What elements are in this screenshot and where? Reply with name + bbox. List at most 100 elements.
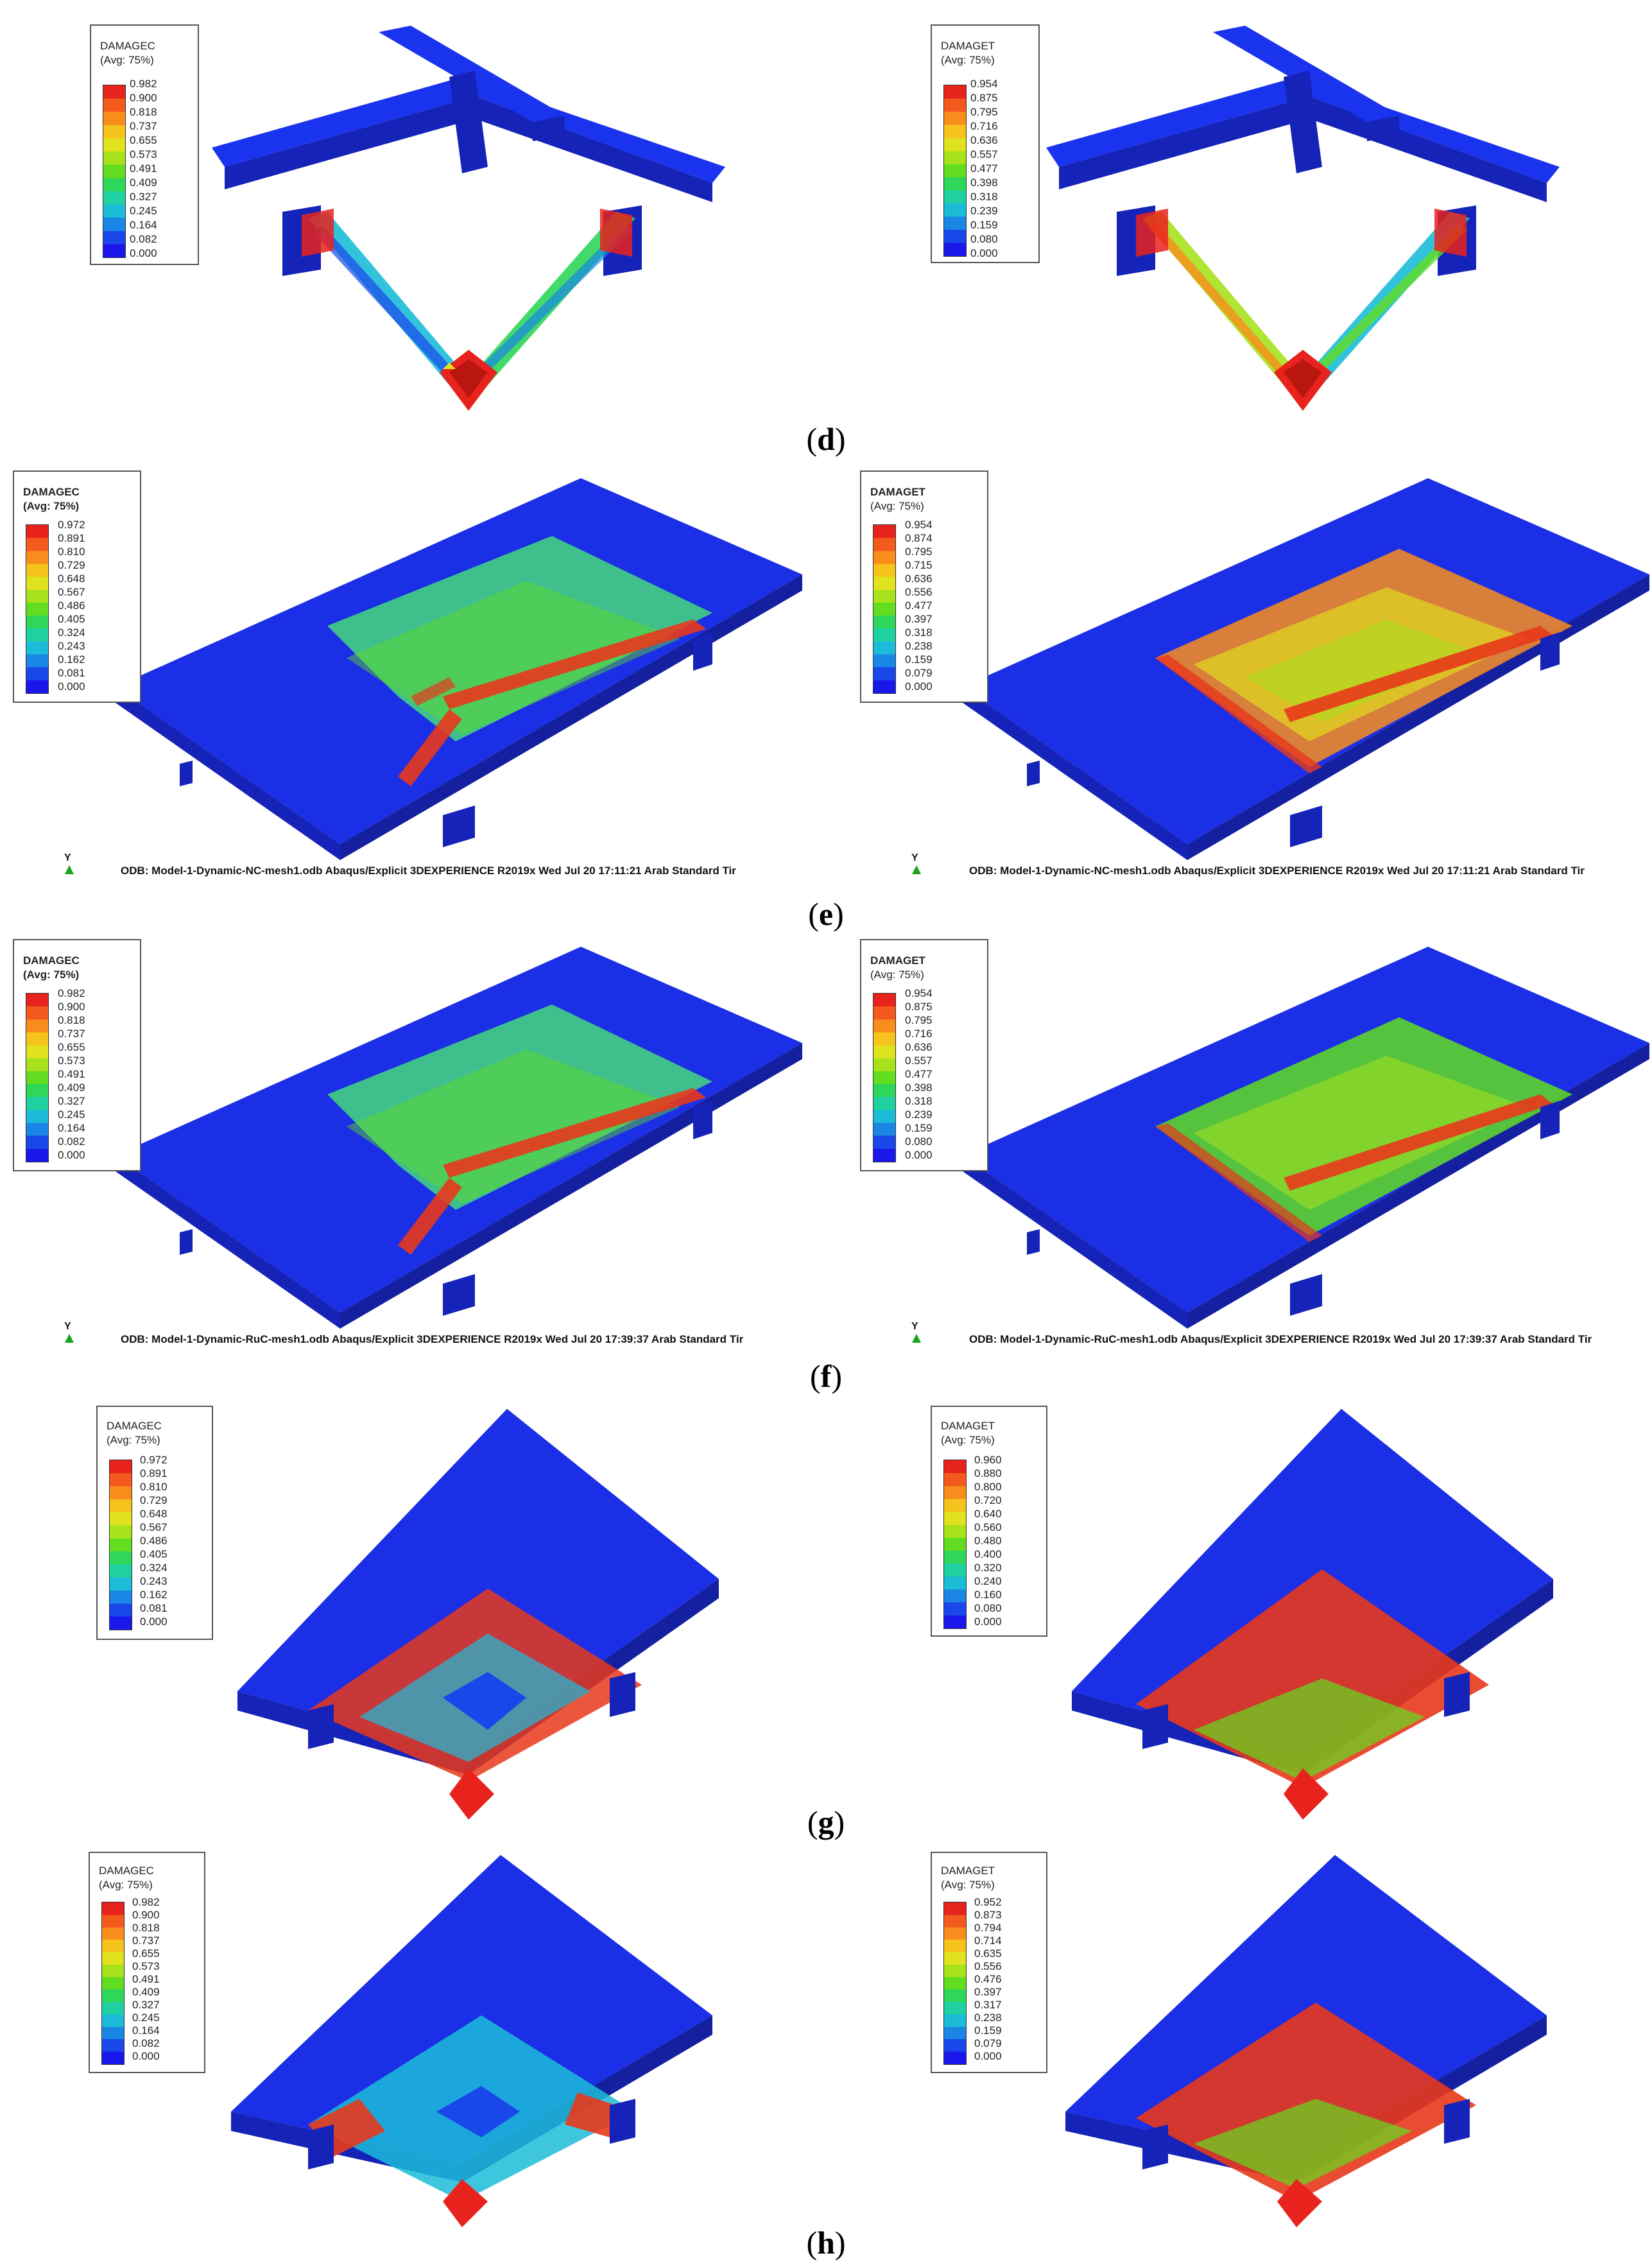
legend-title: DAMAGEC bbox=[23, 486, 80, 498]
legend-tick: 0.491 bbox=[132, 1973, 160, 1985]
legend-tick: 0.159 bbox=[974, 2024, 1002, 2037]
slab-corner-model-h-compression bbox=[231, 1855, 712, 2227]
legend-title: DAMAGEC bbox=[100, 40, 155, 52]
panel-g-tension: DAMAGET (Avg: 75%) 0.960 0.880 0.800 0.7… bbox=[834, 1396, 1652, 1820]
caption-g: (g) bbox=[807, 1804, 845, 1840]
legend-tick: 0.164 bbox=[130, 219, 157, 231]
legend-tick: 0.557 bbox=[905, 1055, 933, 1067]
legend-tick: 0.000 bbox=[132, 2050, 160, 2062]
legend-tick: 0.573 bbox=[58, 1055, 85, 1067]
legend-tick: 0.982 bbox=[130, 78, 157, 90]
legend-damaget-e: DAMAGET (Avg: 75%) 0.954 0.874 0.795 0.7… bbox=[860, 470, 988, 703]
color-bar bbox=[873, 524, 896, 694]
legend-tick: 0.243 bbox=[140, 1575, 168, 1587]
legend-tick: 0.714 bbox=[974, 1935, 1002, 1947]
legend-tick: 0.556 bbox=[974, 1960, 1002, 1972]
legend-tick: 0.648 bbox=[58, 573, 85, 585]
legend-tick: 0.891 bbox=[140, 1467, 168, 1479]
legend-tick: 0.238 bbox=[905, 640, 933, 652]
legend-tick: 0.954 bbox=[970, 78, 998, 90]
legend-title: DAMAGEC bbox=[107, 1420, 162, 1432]
legend-tick: 0.317 bbox=[974, 1999, 1002, 2011]
beam-frame-model-d-compression bbox=[212, 26, 725, 411]
legend-tick: 0.636 bbox=[970, 134, 998, 146]
legend-tick: 0.000 bbox=[905, 1149, 933, 1161]
legend-tick: 0.080 bbox=[905, 1135, 933, 1148]
legend-tick: 0.648 bbox=[140, 1508, 168, 1520]
color-bar bbox=[109, 1460, 132, 1630]
legend-tick: 0.818 bbox=[58, 1014, 85, 1026]
legend-tick: 0.000 bbox=[58, 1149, 85, 1161]
legend-tick: 0.239 bbox=[970, 205, 998, 217]
slab-model-e-tension bbox=[963, 478, 1649, 860]
axis-triad-y: Y bbox=[906, 852, 925, 879]
legend-tick: 0.318 bbox=[970, 191, 998, 203]
legend-tick: 0.737 bbox=[132, 1935, 160, 1947]
color-bar bbox=[103, 85, 126, 258]
odb-footer: ODB: Model-1-Dynamic-RuC-mesh1.odb Abaqu… bbox=[969, 1333, 1592, 1345]
legend-tick: 0.159 bbox=[970, 219, 998, 231]
legend-tick: 0.795 bbox=[905, 1014, 933, 1026]
legend-tick: 0.972 bbox=[58, 519, 85, 531]
legend-tick: 0.655 bbox=[132, 1947, 160, 1960]
legend-tick: 0.875 bbox=[970, 92, 998, 104]
legend-tick: 0.982 bbox=[58, 987, 85, 999]
odb-footer: ODB: Model-1-Dynamic-NC-mesh1.odb Abaqus… bbox=[121, 865, 736, 877]
slab-corner-model-g-compression bbox=[237, 1409, 719, 1820]
legend-tick: 0.573 bbox=[132, 1960, 160, 1972]
color-bar bbox=[943, 85, 967, 257]
panel-e-compression: DAMAGEC (Avg: 75%) 0.972 0.891 0.810 0.7… bbox=[0, 465, 822, 902]
legend-tick: 0.000 bbox=[974, 2050, 1002, 2062]
color-bar bbox=[26, 524, 49, 694]
legend-tick: 0.486 bbox=[140, 1535, 168, 1547]
color-bar bbox=[873, 993, 896, 1162]
legend-tick: 0.818 bbox=[132, 1922, 160, 1934]
legend-tick: 0.162 bbox=[140, 1589, 168, 1601]
legend-tick: 0.318 bbox=[905, 626, 933, 639]
legend-tick: 0.874 bbox=[905, 532, 933, 544]
legend-tick: 0.557 bbox=[970, 148, 998, 160]
legend-tick: 0.082 bbox=[58, 1135, 85, 1148]
legend-tick: 0.159 bbox=[905, 1122, 933, 1134]
legend-tick: 0.239 bbox=[905, 1108, 933, 1121]
legend-title: DAMAGET bbox=[941, 1420, 995, 1432]
legend-tick: 0.567 bbox=[58, 586, 85, 598]
legend-tick: 0.162 bbox=[58, 653, 85, 666]
legend-damagec-f: DAMAGEC (Avg: 75%) 0.982 0.900 0.818 0.7… bbox=[13, 939, 141, 1171]
legend-tick: 0.800 bbox=[974, 1481, 1002, 1493]
legend-tick: 0.245 bbox=[132, 2012, 160, 2024]
legend-tick: 0.640 bbox=[974, 1508, 1002, 1520]
legend-tick: 0.164 bbox=[58, 1122, 85, 1134]
legend-tick: 0.636 bbox=[905, 573, 933, 585]
legend-tick: 0.397 bbox=[974, 1986, 1002, 1998]
legend-tick: 0.080 bbox=[974, 1602, 1002, 1614]
slab-model-f-tension bbox=[963, 947, 1649, 1329]
legend-subtitle: (Avg: 75%) bbox=[100, 54, 154, 66]
legend-tick: 0.159 bbox=[905, 653, 933, 666]
legend-damagec-d: DAMAGEC (Avg: 75%) 0.982 0.900 0.818 0.7… bbox=[90, 24, 199, 265]
legend-damagec-g: DAMAGEC (Avg: 75%) 0.972 0.891 0.810 0.7… bbox=[96, 1406, 213, 1640]
legend-tick: 0.491 bbox=[58, 1068, 85, 1080]
color-bar bbox=[943, 1460, 967, 1629]
slab-corner-model-g-tension bbox=[1072, 1409, 1553, 1820]
color-bar bbox=[943, 1902, 967, 2065]
legend-tick: 0.636 bbox=[905, 1041, 933, 1053]
legend-tick: 0.900 bbox=[132, 1909, 160, 1921]
legend-tick: 0.081 bbox=[58, 667, 85, 679]
legend-tick: 0.715 bbox=[905, 559, 933, 571]
legend-title: DAMAGET bbox=[870, 954, 925, 967]
legend-tick: 0.655 bbox=[130, 134, 157, 146]
legend-title: DAMAGET bbox=[870, 486, 925, 498]
legend-tick: 0.716 bbox=[905, 1028, 933, 1040]
odb-footer: ODB: Model-1-Dynamic-RuC-mesh1.odb Abaqu… bbox=[121, 1333, 744, 1345]
panel-f-tension: DAMAGET (Avg: 75%) 0.954 0.875 0.795 0.7… bbox=[834, 934, 1652, 1370]
legend-tick: 0.405 bbox=[140, 1548, 168, 1560]
slab-corner-model-h-tension bbox=[1065, 1855, 1547, 2227]
legend-tick: 0.900 bbox=[58, 1001, 85, 1013]
legend-tick: 0.737 bbox=[130, 120, 157, 132]
legend-tick: 0.655 bbox=[58, 1041, 85, 1053]
legend-tick: 0.556 bbox=[905, 586, 933, 598]
legend-tick: 0.477 bbox=[970, 162, 998, 175]
odb-footer: ODB: Model-1-Dynamic-NC-mesh1.odb Abaqus… bbox=[969, 865, 1585, 877]
legend-tick: 0.400 bbox=[974, 1548, 1002, 1560]
